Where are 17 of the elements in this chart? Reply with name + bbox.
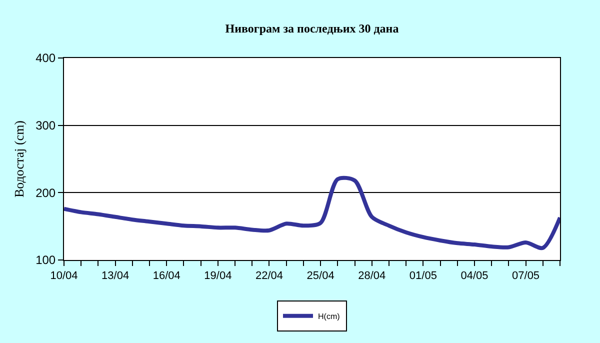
x-tick-label: 28/04 (358, 270, 386, 282)
y-tick-label: 300 (36, 118, 56, 133)
x-tick-label: 13/04 (102, 270, 130, 282)
y-tick-label: 100 (36, 253, 56, 268)
x-tick-label: 01/05 (409, 270, 437, 282)
y-tick-label: 400 (36, 51, 56, 66)
x-tick-label: 10/04 (50, 270, 78, 282)
y-tick-label: 200 (36, 186, 56, 200)
x-tick-label: 25/04 (306, 270, 334, 282)
x-tick-label: 19/04 (204, 270, 232, 282)
x-tick-label: 16/04 (152, 270, 180, 282)
x-tick-label: 22/04 (255, 270, 284, 282)
x-tick-label: 04/05 (460, 270, 488, 282)
chart-title: Нивограм за последњих 30 дана (225, 21, 399, 36)
legend-label: H(cm) (318, 312, 340, 322)
y-axis-title: Водостај (cm) (12, 120, 27, 198)
x-tick-label: 07/05 (512, 270, 540, 282)
